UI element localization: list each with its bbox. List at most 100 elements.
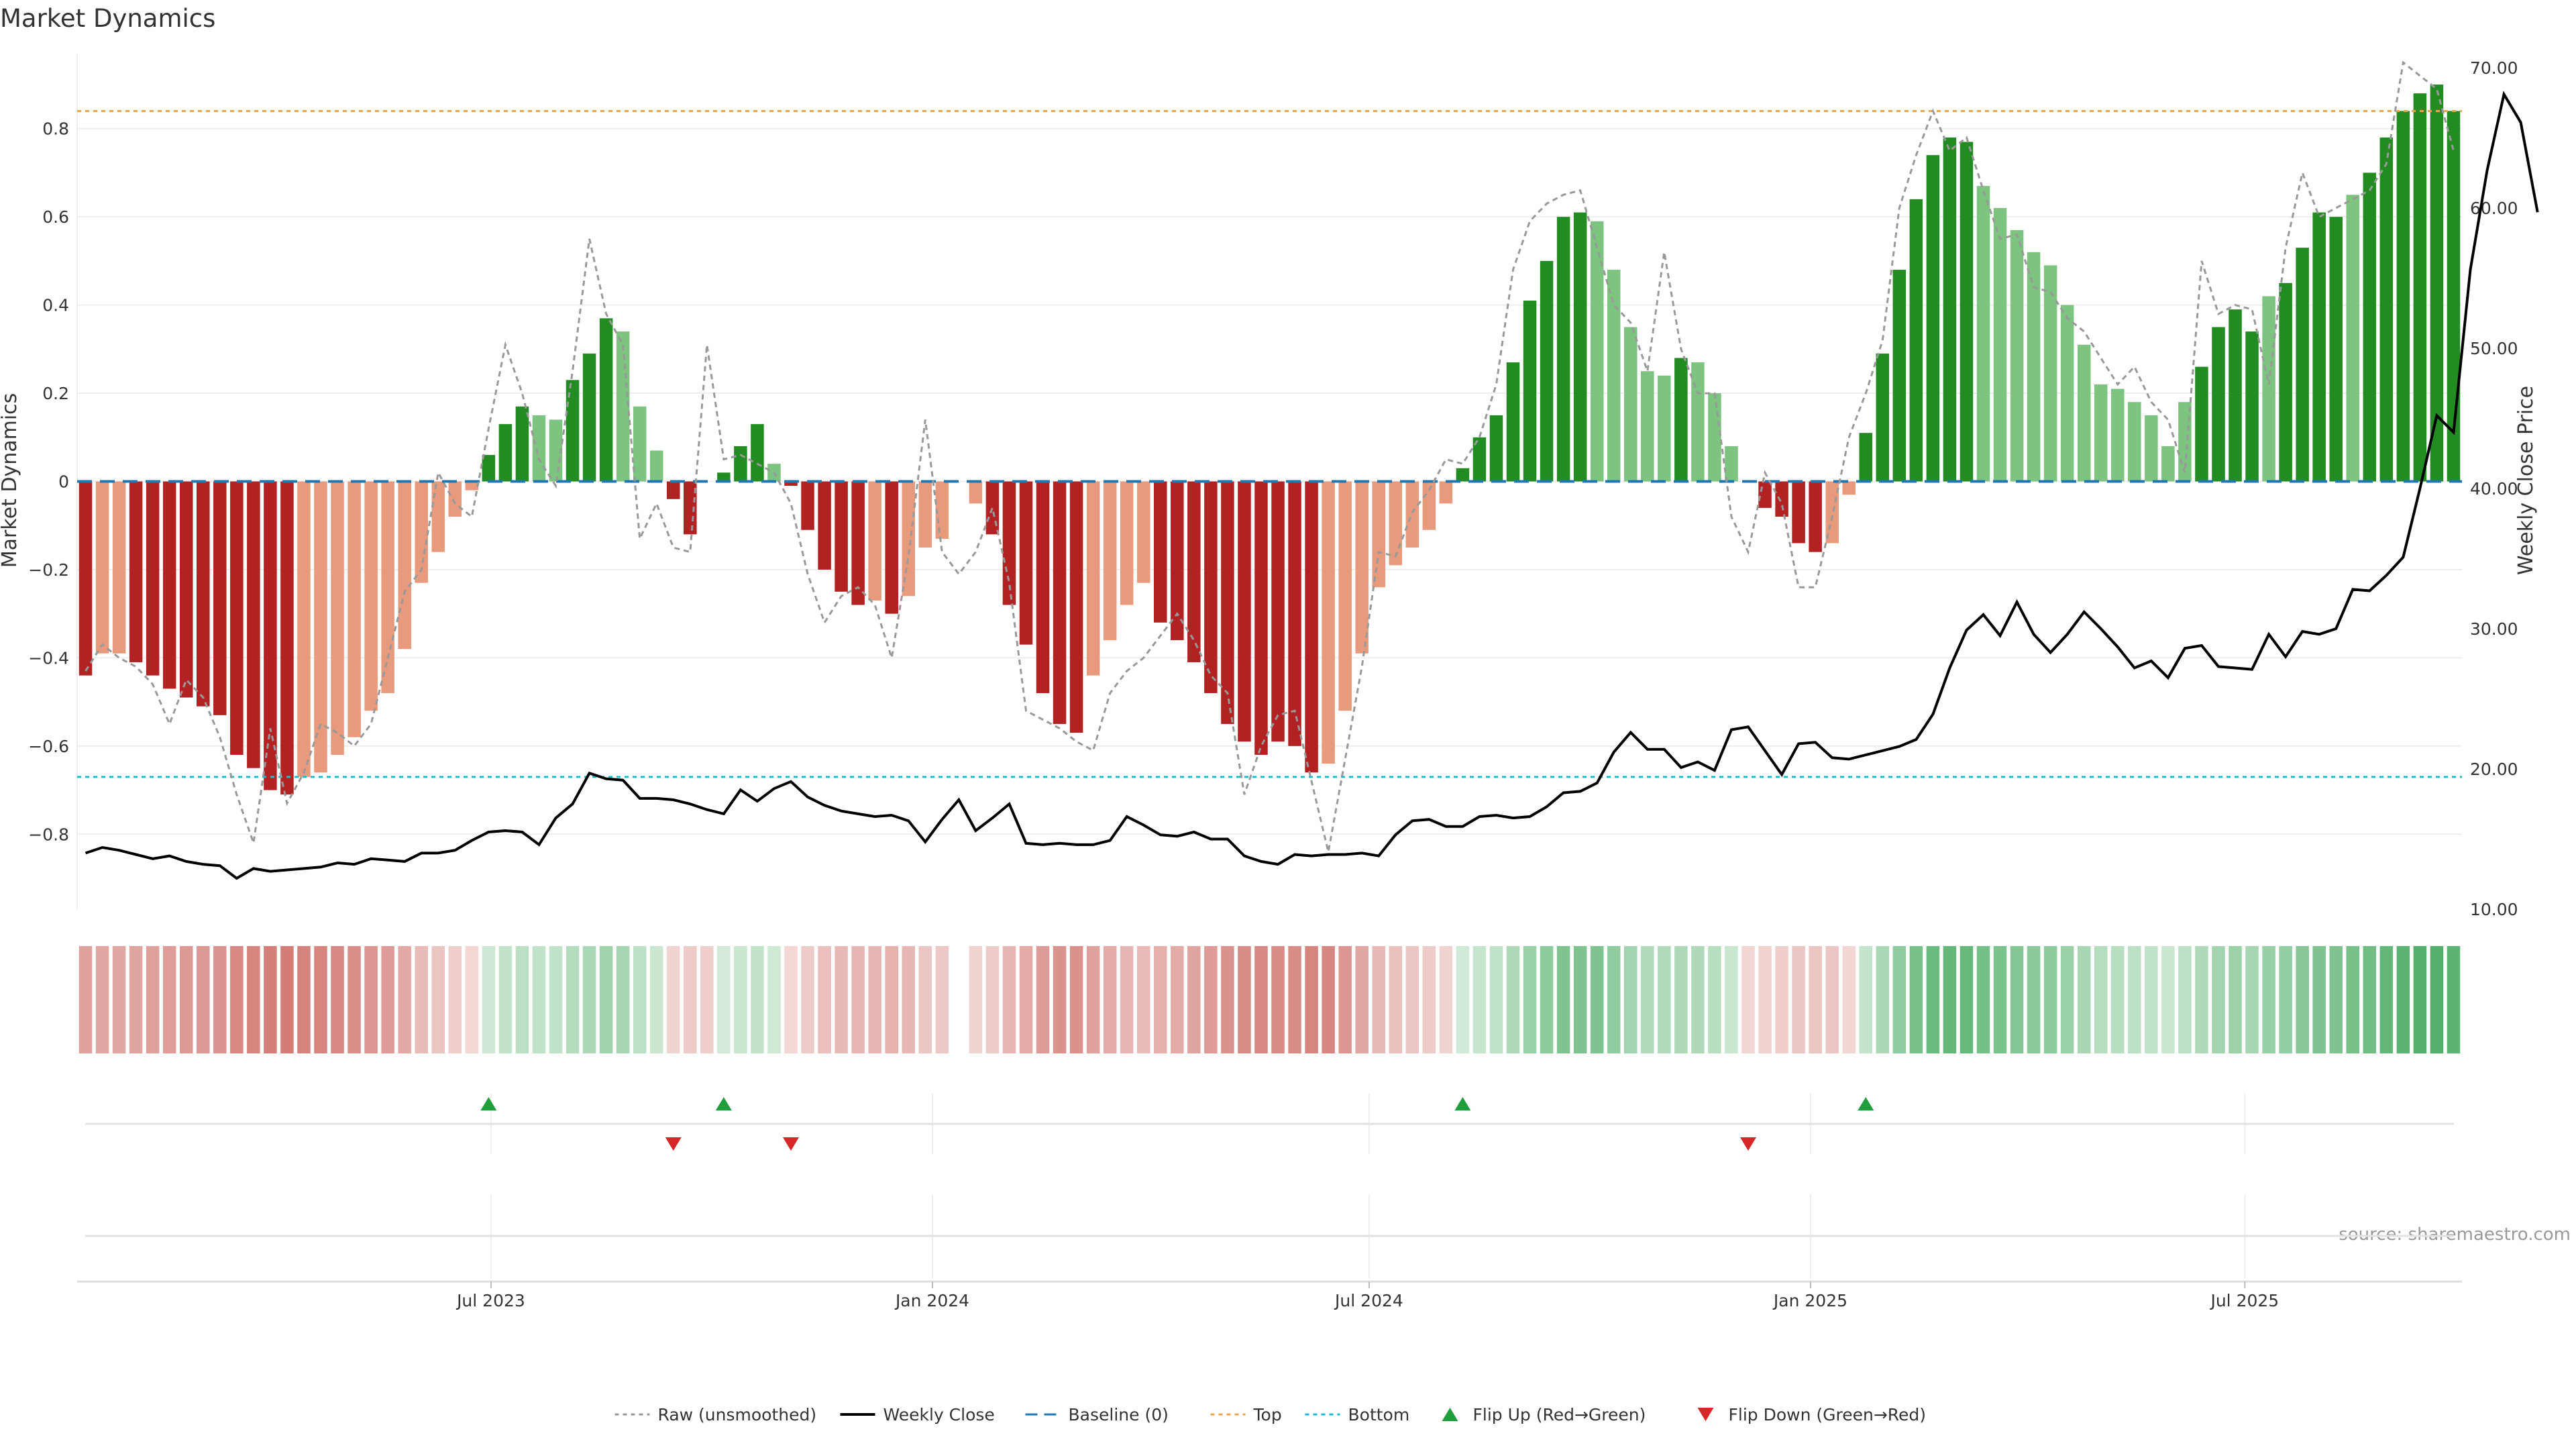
bar	[2094, 384, 2108, 482]
bar	[1120, 481, 1134, 605]
y2-tick-label: 50.00	[2470, 339, 2518, 358]
legend: Raw (unsmoothed) Weekly Close Baseline (0)…	[614, 1405, 1927, 1424]
chart-title: Market Dynamics	[0, 4, 215, 33]
regime-cell	[2329, 946, 2343, 1053]
regime-cell	[1573, 946, 1587, 1053]
bar	[1641, 371, 1654, 482]
bar	[146, 481, 160, 676]
legend-label: Baseline (0)	[1069, 1405, 1169, 1424]
bar	[1305, 481, 1318, 773]
regime-cell	[1691, 946, 1705, 1053]
regime-cell	[1623, 946, 1638, 1053]
regime-cell	[1389, 946, 1403, 1053]
regime-cell	[532, 946, 546, 1053]
regime-cell	[717, 946, 731, 1053]
bar	[213, 481, 227, 715]
bar	[1322, 481, 1335, 764]
regime-cell	[851, 946, 865, 1053]
regime-cell	[1976, 946, 1990, 1053]
bar	[818, 481, 831, 570]
y2-tick-label: 70.00	[2470, 58, 2518, 78]
regime-cell	[885, 946, 898, 1053]
regime-cell	[1556, 946, 1570, 1053]
bar	[1036, 481, 1050, 693]
y-tick-label: −0.4	[28, 648, 69, 668]
bar	[1556, 217, 1570, 482]
regime-cell	[2296, 946, 2309, 1053]
regime-cell	[264, 946, 277, 1053]
regime-cell	[801, 946, 814, 1053]
regime-cell	[1540, 946, 1554, 1053]
regime-cell	[482, 946, 496, 1053]
x-tick-label: Jan 2025	[1772, 1291, 1847, 1310]
bar	[1775, 481, 1788, 517]
bar	[280, 481, 294, 795]
bar	[566, 380, 580, 482]
regime-cell	[1489, 946, 1503, 1053]
regime-cell	[1238, 946, 1251, 1053]
bar	[1271, 481, 1285, 742]
bar	[1489, 415, 1503, 482]
legend-item-raw: Raw (unsmoothed)	[614, 1405, 817, 1424]
y-axis-label: Market Dynamics	[0, 393, 21, 568]
legend-item-baseline: Baseline (0)	[1025, 1405, 1169, 1424]
y-tick-label: −0.6	[28, 737, 69, 756]
regime-cell	[2346, 946, 2360, 1053]
bar	[1019, 481, 1033, 645]
bar	[364, 481, 378, 711]
regime-cell	[2027, 946, 2041, 1053]
regime-cell	[616, 946, 630, 1053]
regime-cell	[112, 946, 126, 1053]
y-tick-label: 0.6	[42, 207, 69, 227]
bar	[1103, 481, 1117, 641]
bar	[415, 481, 428, 583]
bar	[1506, 362, 1520, 482]
bar	[835, 481, 848, 592]
flip-up-marker	[715, 1097, 732, 1110]
regime-cell	[1338, 946, 1352, 1053]
regime-cell	[2060, 946, 2074, 1053]
bar	[1708, 393, 1721, 482]
legend-label: Flip Down (Green→Red)	[1729, 1405, 1927, 1424]
bar	[885, 481, 898, 614]
bar	[1809, 481, 1822, 552]
bar	[1221, 481, 1234, 724]
regime-cell	[2413, 946, 2427, 1053]
regime-cell	[1069, 946, 1083, 1053]
regime-cell	[2043, 946, 2057, 1053]
y2-tick-label: 20.00	[2470, 760, 2518, 779]
bar	[264, 481, 277, 790]
bar	[734, 446, 747, 482]
regime-cell	[1993, 946, 2007, 1053]
regime-cell	[1607, 946, 1621, 1053]
legend-label: Raw (unsmoothed)	[658, 1405, 817, 1424]
bar	[1859, 433, 1873, 482]
bar	[1926, 155, 1940, 482]
bar	[1355, 481, 1368, 654]
regime-cell	[1943, 946, 1957, 1053]
regime-cell	[918, 946, 932, 1053]
bar	[1254, 481, 1268, 755]
bar	[398, 481, 411, 650]
regime-cell	[2430, 946, 2444, 1053]
regime-cell	[1221, 946, 1234, 1053]
bar	[2329, 217, 2343, 482]
regime-cell	[1725, 946, 1738, 1053]
bar	[1372, 481, 1385, 588]
bar	[247, 481, 260, 768]
regime-cell	[331, 946, 344, 1053]
bar	[1623, 327, 1638, 482]
bar	[2229, 309, 2242, 482]
bar	[1674, 358, 1688, 482]
y-tick-label: 0.8	[42, 119, 69, 139]
regime-cell	[734, 946, 747, 1053]
legend-label: Weekly Close	[883, 1405, 995, 1424]
bar	[78, 481, 93, 676]
bar	[2413, 93, 2427, 482]
bar	[1792, 481, 1805, 543]
regime-cell	[1053, 946, 1067, 1053]
x-tick-label: Jul 2025	[2209, 1291, 2279, 1310]
y-tick-label: 0	[58, 472, 69, 492]
regime-cell	[398, 946, 411, 1053]
bar	[112, 481, 126, 654]
